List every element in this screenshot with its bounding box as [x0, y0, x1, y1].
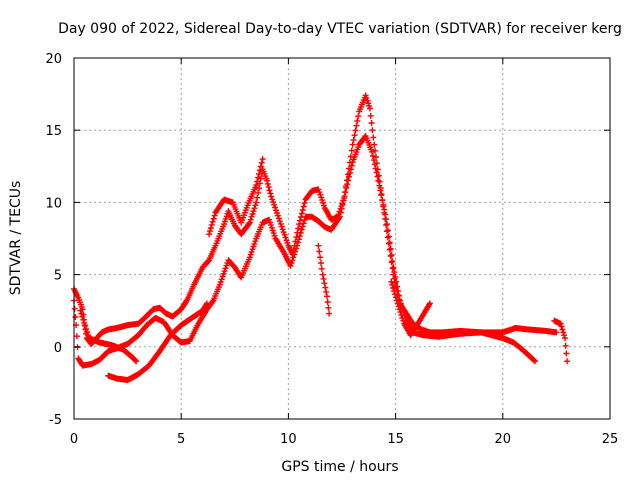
y-axis-label: SDTVAR / TECUs — [8, 181, 24, 296]
series-markers — [77, 307, 140, 365]
series-track-e — [206, 156, 266, 238]
data-layer — [71, 92, 571, 383]
series-markers — [388, 278, 433, 339]
x-tick-label: 25 — [602, 432, 619, 447]
series-track-d — [105, 300, 210, 383]
series-markers — [105, 300, 210, 383]
chart-title: Day 090 of 2022, Sidereal Day-to-day VTE… — [58, 21, 622, 37]
x-tick-label: 20 — [495, 432, 512, 447]
series-track-b — [71, 133, 538, 369]
y-tick-label: -5 — [49, 413, 62, 428]
series-track-h — [551, 317, 571, 365]
series-markers — [551, 317, 571, 365]
y-tick-label: 20 — [45, 52, 62, 67]
x-tick-label: 15 — [387, 432, 404, 447]
series-track-c — [77, 307, 140, 365]
series-track-g — [388, 278, 433, 339]
plot-frame — [73, 57, 611, 420]
y-tick-label: 0 — [54, 341, 62, 356]
series-markers — [315, 242, 333, 317]
x-tick-label: 0 — [70, 432, 78, 447]
x-tick-label: 10 — [280, 432, 297, 447]
series-markers — [206, 156, 266, 238]
x-axis-label: GPS time / hours — [281, 459, 398, 475]
grid-layer — [74, 58, 610, 419]
y-tick-label: 10 — [45, 196, 62, 211]
tick-layer: 0 5 10 15 20 25 -5 0 5 10 15 20 — [45, 52, 618, 447]
series-track-f — [315, 242, 333, 317]
y-tick-label: 5 — [54, 269, 62, 284]
y-tick-label: 15 — [45, 124, 62, 139]
x-tick-label: 5 — [177, 432, 185, 447]
series-markers — [71, 133, 538, 369]
